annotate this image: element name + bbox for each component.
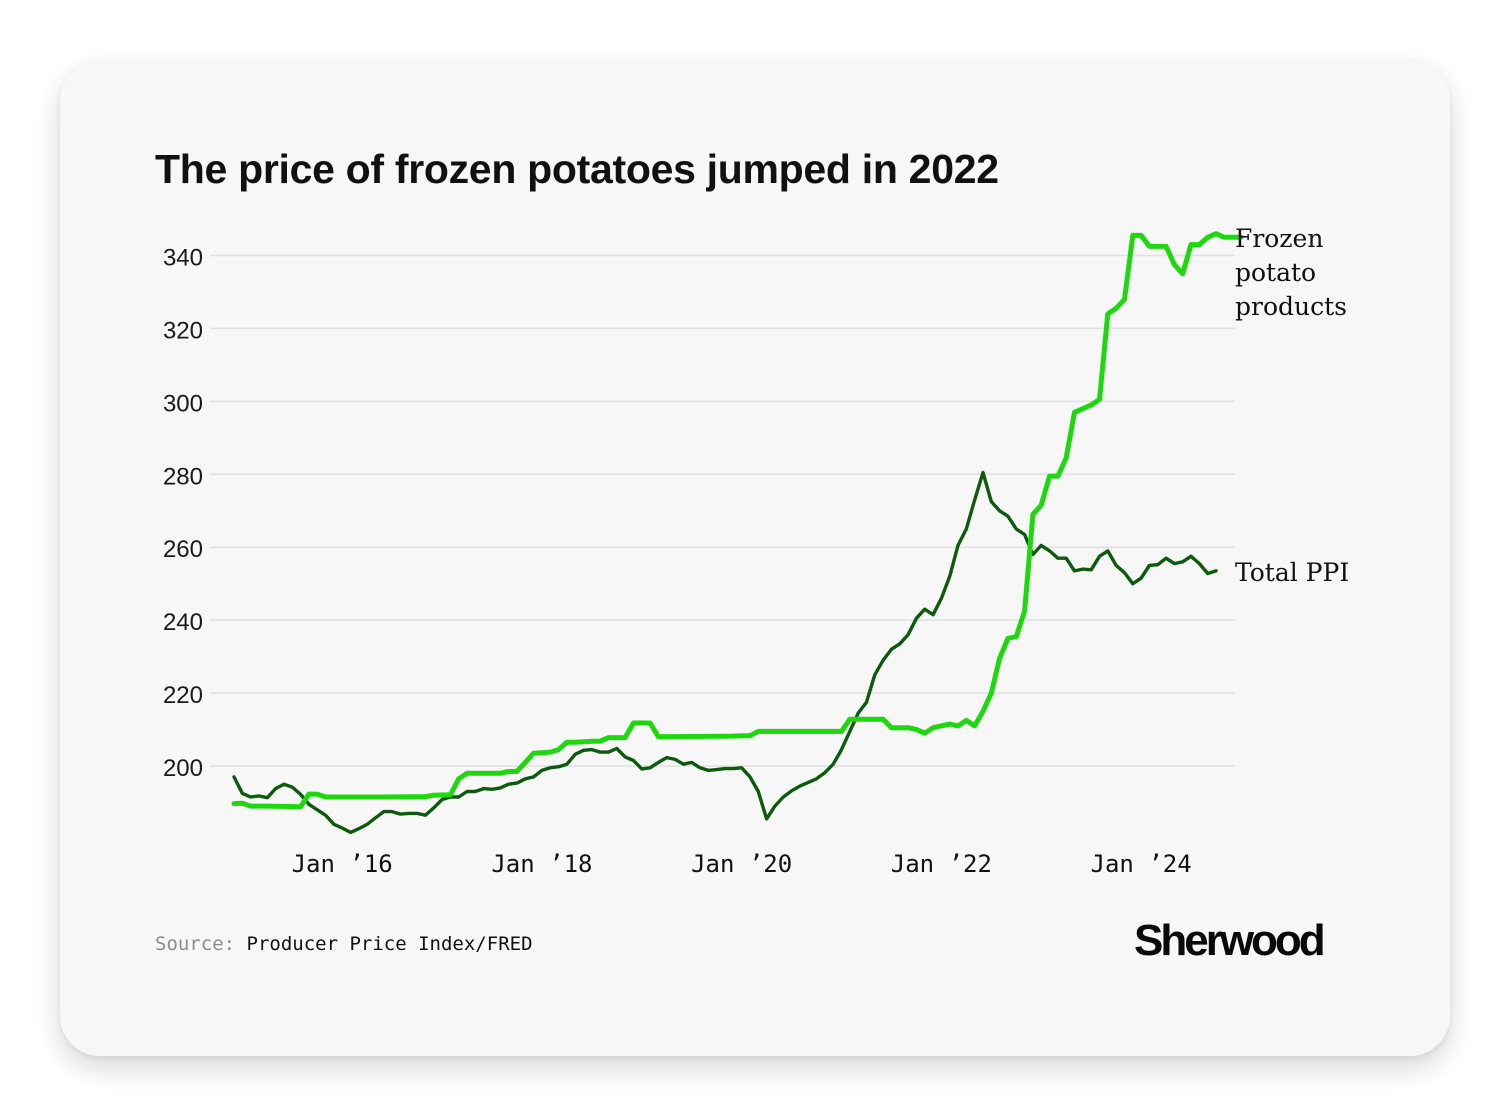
source-label: Source: (155, 933, 236, 955)
source-text: Producer Price Index/FRED (246, 933, 533, 955)
frozen-potato-label: Frozen (1235, 224, 1323, 253)
x-tick-label: Jan ’16 (292, 850, 393, 878)
frozen-potato-label: products (1235, 292, 1347, 321)
y-tick-label: 220 (163, 682, 203, 709)
y-axis-ticks: 200 220 240 260 280 300 320 340 (163, 245, 203, 783)
sherwood-logo: Sherwood (1134, 916, 1326, 965)
x-axis-ticks: Jan ’16 Jan ’18 Jan ’20 Jan ’22 Jan ’24 (292, 850, 1192, 878)
chart-card (60, 60, 1450, 1056)
y-tick-label: 340 (163, 245, 203, 272)
frozen-potato-line (231, 231, 1244, 810)
x-tick-label: Jan ’24 (1091, 850, 1192, 878)
series-labels: Frozen potato products Total PPI (1235, 224, 1349, 587)
y-tick-label: 280 (163, 463, 203, 490)
total-ppi-label: Total PPI (1235, 558, 1349, 587)
total-ppi-line (232, 470, 1218, 835)
frozen-potato-label: potato (1235, 258, 1316, 287)
series-lines (231, 231, 1244, 835)
y-tick-label: 200 (163, 755, 203, 782)
x-tick-label: Jan ’18 (491, 850, 592, 878)
x-tick-label: Jan ’20 (691, 850, 792, 878)
y-tick-label: 240 (163, 609, 203, 636)
source-note: Source: Producer Price Index/FRED (155, 933, 533, 955)
chart-title: The price of frozen potatoes jumped in 2… (155, 146, 999, 192)
y-tick-label: 320 (163, 317, 203, 344)
y-tick-label: 260 (163, 536, 203, 563)
gridlines (210, 254, 1235, 767)
y-tick-label: 300 (163, 390, 203, 417)
x-tick-label: Jan ’22 (891, 850, 992, 878)
